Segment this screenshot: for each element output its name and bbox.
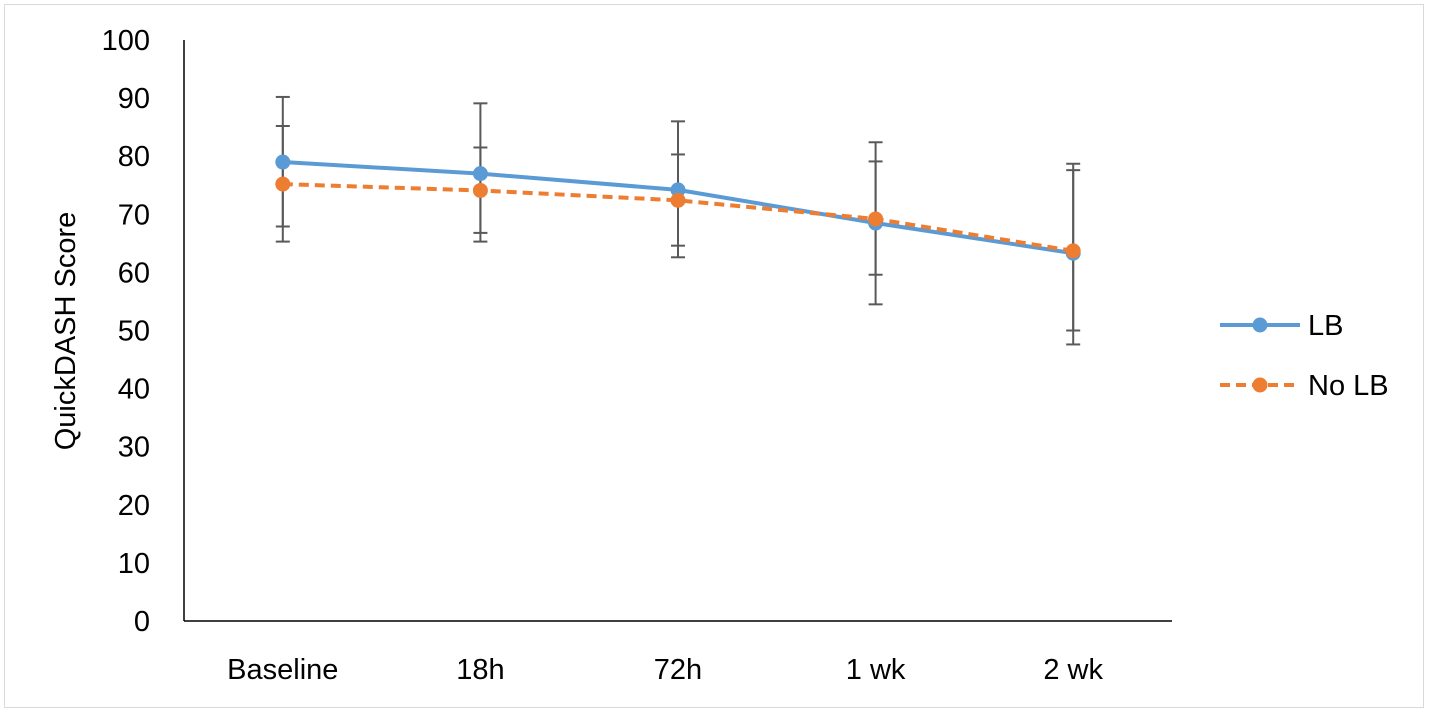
y-tick-label: 30 <box>118 432 150 464</box>
chart-frame <box>4 4 1424 708</box>
x-tick-label: 18h <box>456 654 504 686</box>
data-point-lb <box>670 182 686 198</box>
legend-item-no-lb: No LB <box>1220 370 1389 402</box>
data-point-lb <box>275 154 291 170</box>
series-line-no-lb <box>282 182 1074 253</box>
error-bars <box>275 95 1081 346</box>
y-tick-label: 90 <box>118 83 150 115</box>
legend-label: LB <box>1308 310 1343 342</box>
y-tick-label: 10 <box>118 548 150 580</box>
y-tick-label: 100 <box>102 25 150 57</box>
data-point-no-lb <box>472 182 488 198</box>
y-tick-label: 40 <box>118 374 150 406</box>
y-tick-label: 50 <box>118 316 150 348</box>
y-tick-label: 80 <box>118 141 150 173</box>
legend-swatch-marker <box>1252 317 1268 333</box>
legend-item-lb: LB <box>1220 310 1343 342</box>
data-point-no-lb <box>868 211 884 227</box>
y-tick-label: 0 <box>134 606 150 638</box>
y-axis-label: QuickDASH Score <box>50 212 82 451</box>
series-markers <box>275 154 1081 261</box>
y-tick-label: 60 <box>118 257 150 289</box>
data-point-lb <box>472 166 488 182</box>
axes <box>183 40 1172 622</box>
x-tick-label: 1 wk <box>846 654 906 686</box>
x-tick-label: 72h <box>654 654 702 686</box>
y-tick-label: 20 <box>118 490 150 522</box>
data-point-no-lb <box>1065 243 1081 259</box>
y-tick-label: 70 <box>118 199 150 231</box>
x-tick-label: Baseline <box>227 654 338 686</box>
y-tick-labels: 0 10 20 30 40 50 60 70 80 90 100 <box>102 25 150 638</box>
x-tick-label: 2 wk <box>1043 654 1103 686</box>
data-point-no-lb <box>670 192 686 208</box>
x-tick-labels: Baseline 18h 72h 1 wk 2 wk <box>227 654 1103 686</box>
legend: LB No LB <box>1220 310 1389 402</box>
error-bar-2 <box>275 124 290 228</box>
legend-label: No LB <box>1308 370 1389 402</box>
legend-swatch-marker <box>1252 377 1268 393</box>
data-point-no-lb <box>275 176 291 192</box>
